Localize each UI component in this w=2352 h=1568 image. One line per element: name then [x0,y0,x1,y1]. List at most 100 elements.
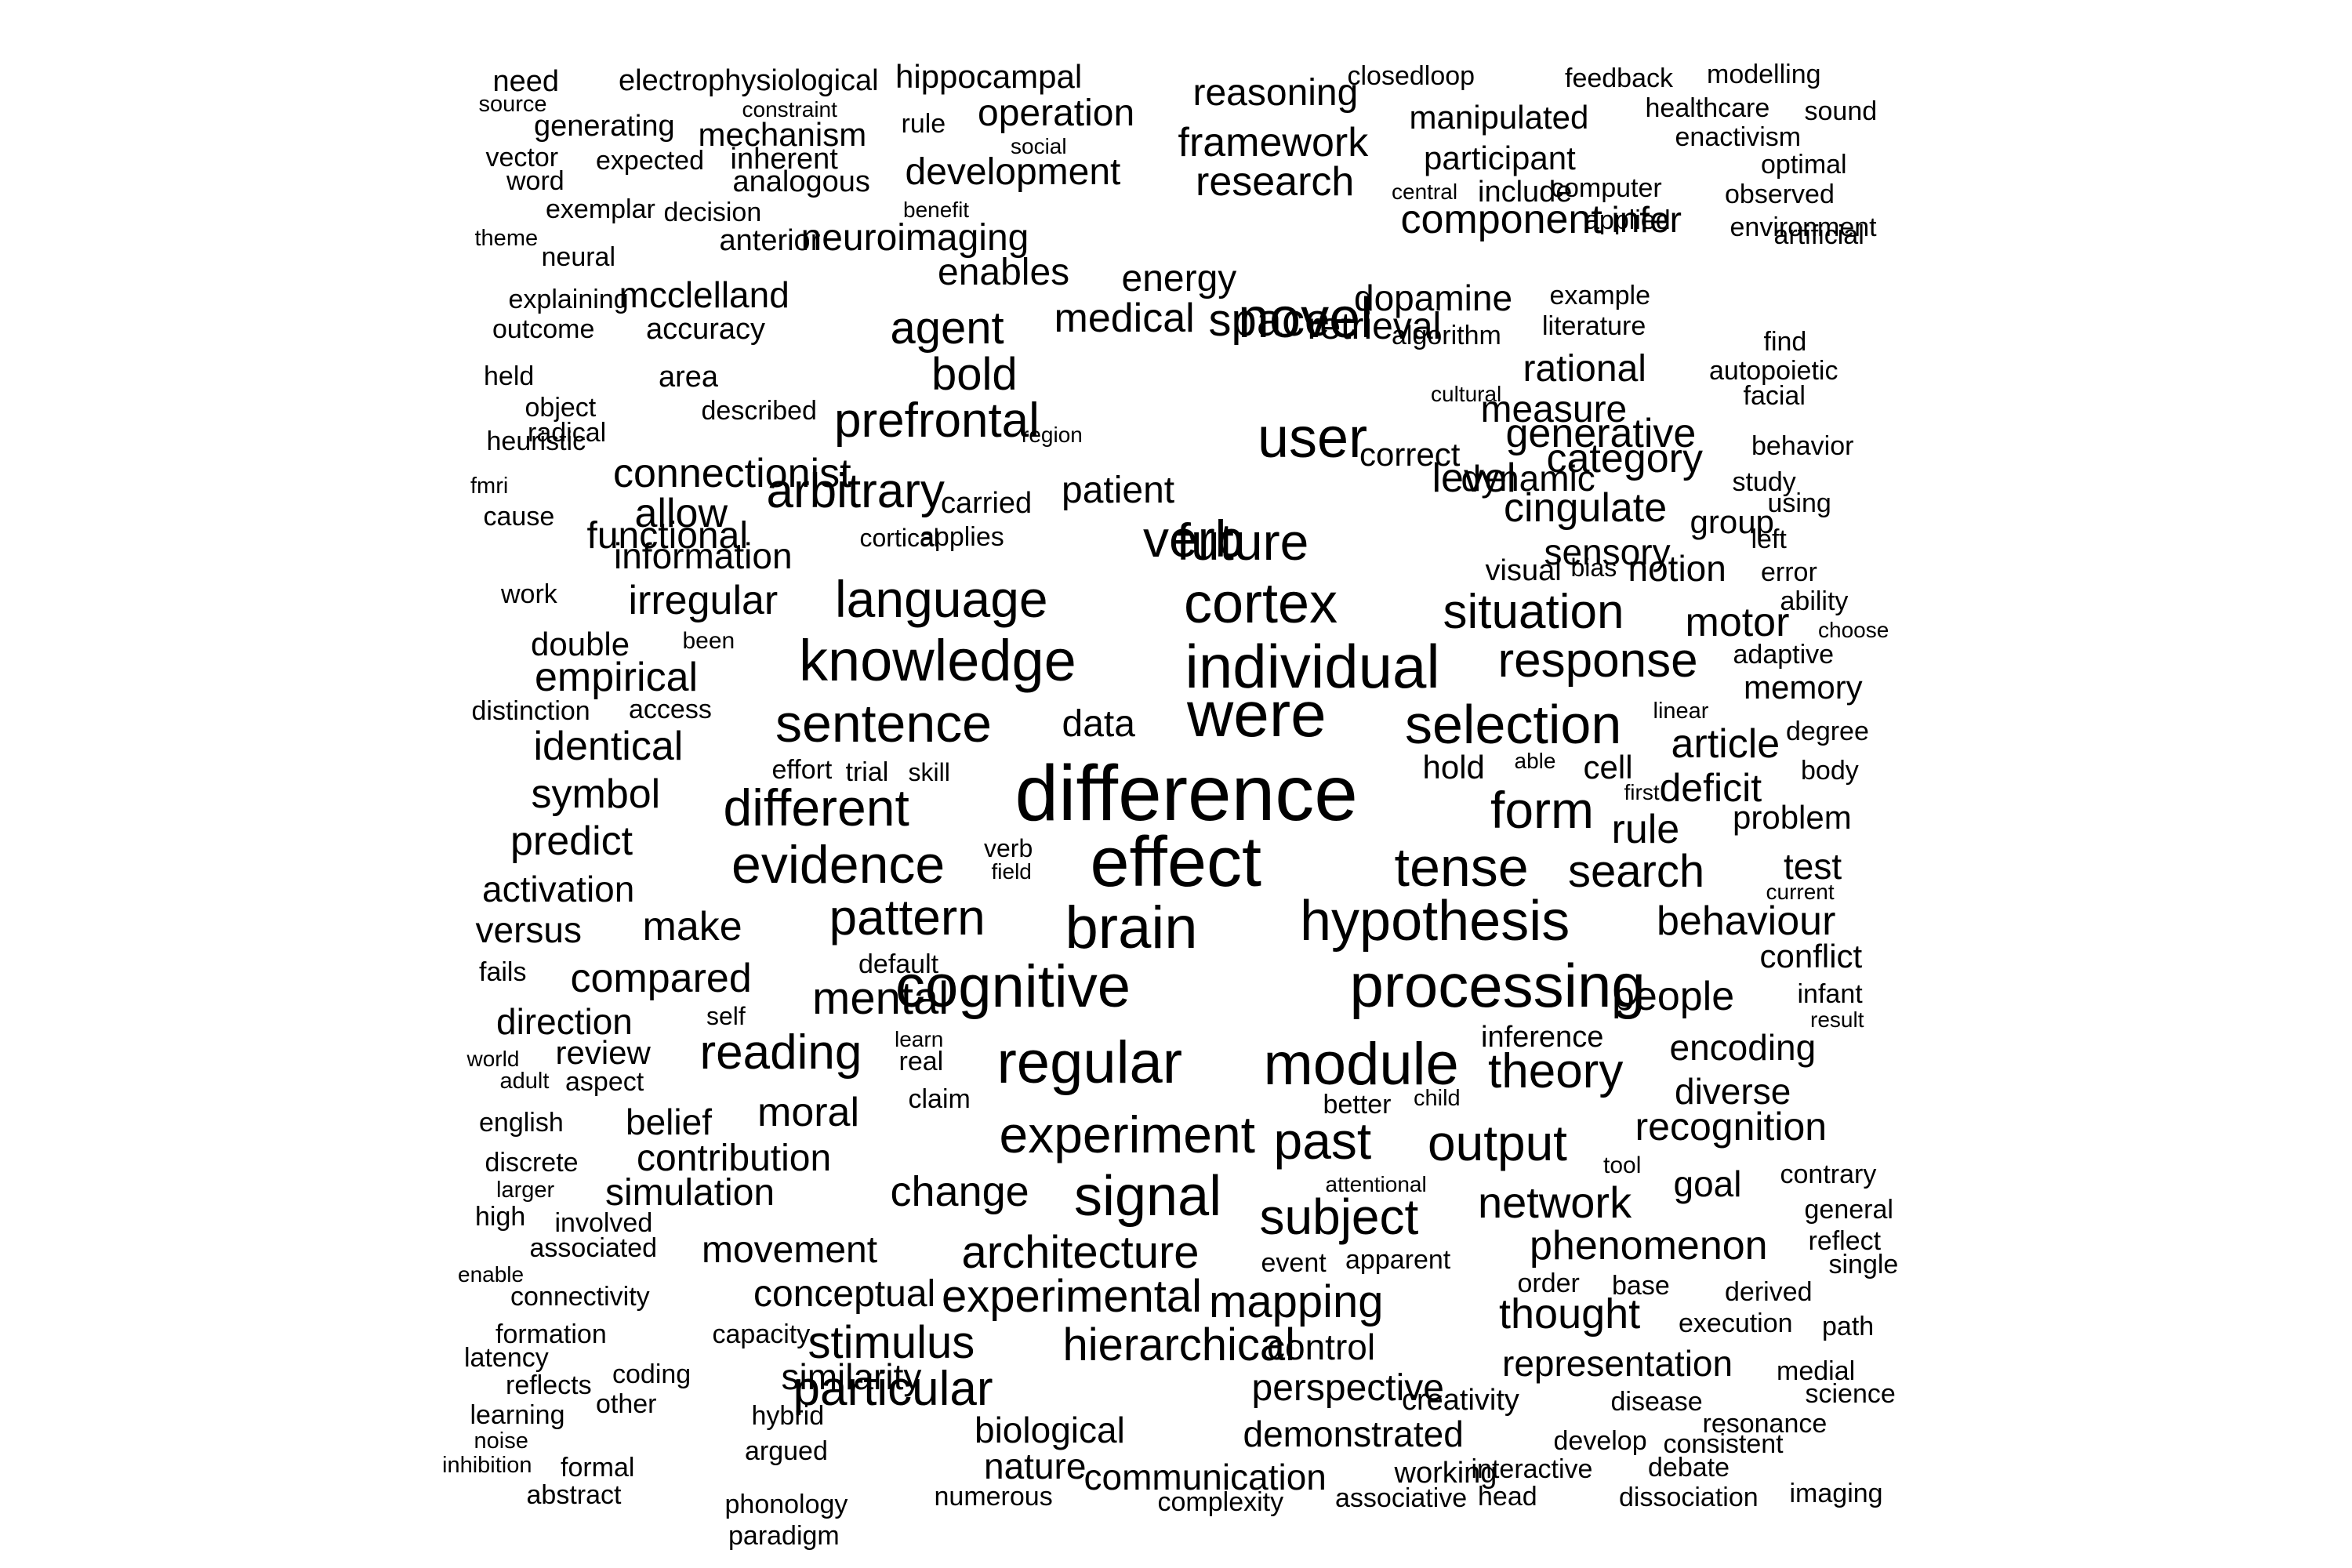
word-anterior: anterior [719,224,821,257]
word-default: default [858,949,939,979]
word-algorithm: algorithm [1392,321,1501,350]
word-radical: radical [528,418,607,448]
word-object: object [524,393,597,423]
word-review: review [555,1034,651,1071]
word-change: change [890,1168,1029,1215]
word-different: different [723,779,909,837]
word-world: world [466,1047,520,1071]
word-prefrontal: prefrontal [834,394,1040,448]
word-communication: communication [1083,1457,1327,1497]
word-larger: larger [496,1177,555,1203]
word-carried: carried [941,487,1033,520]
word-dynamic: dynamic [1461,458,1595,499]
word-inherent: inherent [730,143,838,176]
word-data: data [1062,703,1135,745]
word-linear: linear [1653,698,1709,724]
word-execution: execution [1679,1308,1793,1338]
word-neural: neural [541,242,616,272]
word-activation: activation [482,869,635,909]
word-order: order [1517,1269,1580,1298]
word-subject: subject [1259,1189,1419,1245]
word-versus: versus [475,909,582,950]
word-literature: literature [1542,311,1646,341]
word-hippocampal: hippocampal [895,58,1083,95]
word-result: result [1810,1007,1864,1032]
word-formation: formation [495,1319,607,1349]
word-facial: facial [1743,381,1806,411]
word-find: find [1763,327,1807,357]
word-apparent: apparent [1345,1245,1451,1275]
word-ability: ability [1780,586,1849,616]
word-argued: argued [745,1436,828,1466]
word-past: past [1273,1112,1372,1170]
word-involved: involved [554,1208,653,1238]
word-simulation: simulation [605,1172,775,1214]
word-people: people [1612,974,1735,1019]
word-science: science [1805,1379,1896,1409]
word-development: development [905,151,1121,193]
word-latency: latency [464,1343,549,1373]
word-sensory: sensory [1544,532,1671,572]
word-self: self [706,1002,746,1030]
word-medial: medial [1777,1356,1856,1386]
word-modelling: modelling [1707,60,1821,89]
word-enables: enables [938,252,1070,293]
word-effect: effect [1090,823,1262,902]
word-source: source [478,91,547,117]
word-social: social [1011,134,1067,158]
word-bias: bias [1570,554,1617,582]
word-double: double [531,626,630,662]
word-associated: associated [529,1233,658,1263]
word-claim: claim [908,1084,971,1114]
word-hierarchical: hierarchical [1062,1319,1296,1370]
word-creativity: creativity [1402,1384,1519,1417]
word-debate: debate [1648,1453,1730,1483]
word-situation: situation [1443,585,1624,639]
word-tool: tool [1603,1152,1642,1178]
word-encoding: encoding [1669,1027,1817,1068]
word-search: search [1568,846,1705,897]
word-interactive: interactive [1471,1454,1593,1484]
word-observed: observed [1725,180,1835,209]
word-direction: direction [496,1001,633,1042]
word-problem: problem [1733,799,1852,836]
word-current: current [1766,880,1835,904]
word-feedback: feedback [1565,64,1673,93]
word-fails: fails [479,957,527,987]
word-abstract: abstract [526,1480,622,1510]
word-perspective: perspective [1251,1367,1444,1409]
word-applies: applies [920,522,1004,552]
word-head: head [1478,1482,1537,1512]
word-enable: enable [458,1262,524,1287]
word-output: output [1428,1115,1567,1171]
word-better: better [1323,1090,1392,1120]
word-particular: particular [793,1362,993,1416]
word-mcclelland: mcclelland [619,274,789,315]
word-pattern: pattern [829,889,985,946]
word-knowledge: knowledge [799,628,1076,693]
word-patient: patient [1062,470,1175,511]
word-expected: expected [596,146,704,176]
word-high: high [475,1202,526,1232]
word-rational: rational [1523,348,1646,390]
word-work: work [501,579,557,609]
word-phonology: phonology [724,1490,848,1519]
word-neuroimaging: neuroimaging [800,217,1029,259]
word-area: area [659,361,719,394]
word-generative: generative [1505,411,1697,456]
word-dissociation: dissociation [1619,1483,1759,1512]
word-memory: memory [1744,669,1863,706]
word-resonance: resonance [1702,1409,1828,1439]
word-goal: goal [1673,1163,1742,1204]
word-evidence: evidence [731,835,946,895]
word-demonstrated: demonstrated [1243,1414,1464,1454]
word-event: event [1261,1248,1327,1278]
word-cause: cause [483,502,555,532]
word-accuracy: accuracy [646,313,766,346]
word-arbitrary: arbitrary [766,464,945,518]
word-form: form [1490,781,1594,839]
word-level: level [1432,456,1516,501]
word-left: left [1751,524,1787,554]
word-space: space [1208,295,1330,346]
